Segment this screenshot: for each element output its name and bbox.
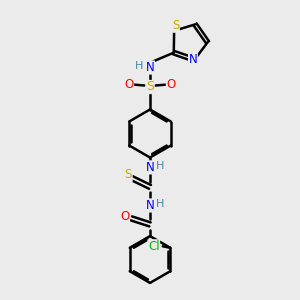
Text: H: H — [135, 61, 144, 71]
Text: N: N — [146, 161, 154, 174]
Text: H: H — [156, 199, 165, 209]
Text: O: O — [120, 210, 129, 224]
Text: H: H — [156, 161, 165, 171]
Text: N: N — [189, 53, 197, 66]
Text: S: S — [172, 19, 179, 32]
Text: S: S — [125, 168, 132, 182]
Text: N: N — [146, 61, 154, 74]
Text: Cl: Cl — [148, 240, 160, 253]
Text: O: O — [167, 77, 176, 91]
Text: O: O — [124, 77, 134, 91]
Text: N: N — [146, 199, 154, 212]
Text: S: S — [146, 80, 154, 94]
